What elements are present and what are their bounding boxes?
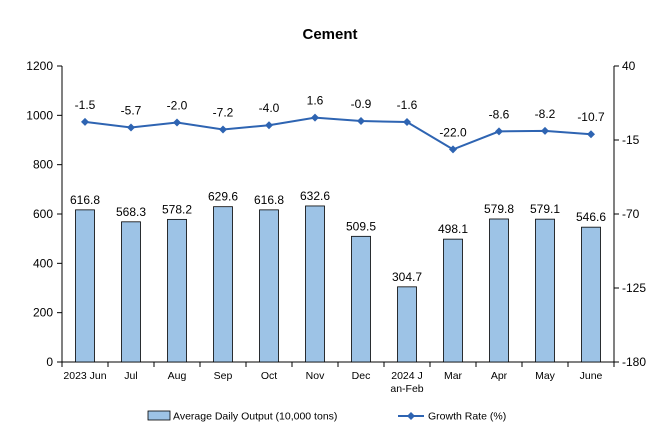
right-axis-tick-label: 40 xyxy=(622,59,636,73)
bar-data-label: 629.6 xyxy=(208,190,238,204)
bar xyxy=(489,218,509,363)
line-marker xyxy=(449,145,457,154)
bar-data-label: 616.8 xyxy=(254,193,284,207)
line-data-label: -5.7 xyxy=(121,103,142,117)
line-data-label: -2.0 xyxy=(167,99,188,113)
line-data-label: -10.7 xyxy=(577,110,605,124)
line-marker xyxy=(127,123,135,132)
bar-series xyxy=(75,205,601,363)
line-data-label: -8.6 xyxy=(489,107,510,121)
bar xyxy=(581,226,601,363)
line-data-label: -22.0 xyxy=(439,125,467,139)
line-marker xyxy=(265,121,273,130)
category-label: 2023 Jun xyxy=(63,370,106,382)
line-marker xyxy=(173,118,181,127)
bar-data-label: 579.1 xyxy=(530,202,560,216)
bar xyxy=(213,206,233,363)
bar-data-label: 579.8 xyxy=(484,202,514,216)
category-label: Oct xyxy=(261,370,277,382)
bar-data-label: 546.6 xyxy=(576,210,606,224)
line-marker xyxy=(311,113,319,122)
bar-data-labels: 616.8 568.3 578.2 629.6 616.8 632.6 509.5 304.7… xyxy=(70,189,606,284)
bar xyxy=(167,218,187,363)
left-axis-tick-label: 200 xyxy=(33,306,53,320)
left-axis-tick-label: 400 xyxy=(33,256,53,270)
left-axis-tick-label: 1200 xyxy=(26,59,53,73)
left-axis-tick-label: 600 xyxy=(33,207,53,221)
left-axis: 0 200 400 600 800 1000 1200 xyxy=(26,59,614,369)
left-axis-tick-label: 800 xyxy=(33,158,53,172)
legend-bar-swatch xyxy=(147,410,171,421)
line-marker xyxy=(541,126,549,135)
line-marker xyxy=(403,117,411,126)
line-data-label: -8.2 xyxy=(535,107,556,121)
left-axis-tick-label: 1000 xyxy=(26,108,53,122)
line-marker xyxy=(587,130,595,139)
line-data-label: -0.9 xyxy=(351,97,372,111)
category-label: Dec xyxy=(352,370,371,382)
bar-data-label: 498.1 xyxy=(438,222,468,236)
growth-line-series xyxy=(81,113,595,154)
legend-bar-label: Average Daily Output (10,000 tons) xyxy=(173,411,337,423)
line-data-label: 1.6 xyxy=(307,94,324,108)
category-label: Aug xyxy=(168,370,187,382)
legend-line-marker xyxy=(407,412,415,420)
bar xyxy=(305,205,325,363)
bar-data-label: 568.3 xyxy=(116,205,146,219)
category-label: Sep xyxy=(214,370,233,382)
line-marker xyxy=(357,117,365,126)
right-axis-tick-label: -125 xyxy=(622,281,646,295)
growth-line xyxy=(84,116,592,151)
bar xyxy=(259,209,279,363)
line-data-label: -7.2 xyxy=(213,106,234,120)
bar xyxy=(397,286,417,363)
bar-data-label: 578.2 xyxy=(162,202,192,216)
line-marker xyxy=(219,125,227,134)
legend-line-label: Growth Rate (%) xyxy=(428,411,506,423)
bar-data-label: 509.5 xyxy=(346,219,376,233)
line-data-labels: -1.5 -5.7 -2.0 -7.2 -4.0 1.6 -0.9 -1.6 -22.0 -8.6… xyxy=(75,94,605,140)
category-label: Jul xyxy=(124,370,137,382)
bar xyxy=(351,235,371,363)
bar xyxy=(535,218,555,363)
legend: Average Daily Output (10,000 tons) Growt… xyxy=(147,410,506,423)
category-label: Nov xyxy=(306,370,325,382)
bar xyxy=(75,209,95,363)
right-axis-tick-label: -70 xyxy=(622,207,640,221)
line-data-label: -1.6 xyxy=(397,98,418,112)
bar-data-label: 616.8 xyxy=(70,193,100,207)
category-label: May xyxy=(535,370,556,382)
bar xyxy=(121,221,141,363)
line-data-label: -1.5 xyxy=(75,98,96,112)
line-marker xyxy=(495,127,503,136)
chart-title: Cement xyxy=(302,26,357,43)
line-data-label: -4.0 xyxy=(259,101,280,115)
bar-data-label: 632.6 xyxy=(300,189,330,203)
left-axis-tick-label: 0 xyxy=(46,355,53,369)
line-marker xyxy=(81,117,89,126)
right-axis-tick-label: -180 xyxy=(622,355,646,369)
category-label: June xyxy=(580,370,603,382)
bar-data-label: 304.7 xyxy=(392,270,422,284)
right-axis: -180 -125 -70 -15 40 xyxy=(613,59,646,369)
category-label: Mar xyxy=(444,370,463,382)
right-axis-tick-label: -15 xyxy=(622,133,640,147)
bar xyxy=(443,238,463,363)
category-label: Apr xyxy=(491,370,508,382)
